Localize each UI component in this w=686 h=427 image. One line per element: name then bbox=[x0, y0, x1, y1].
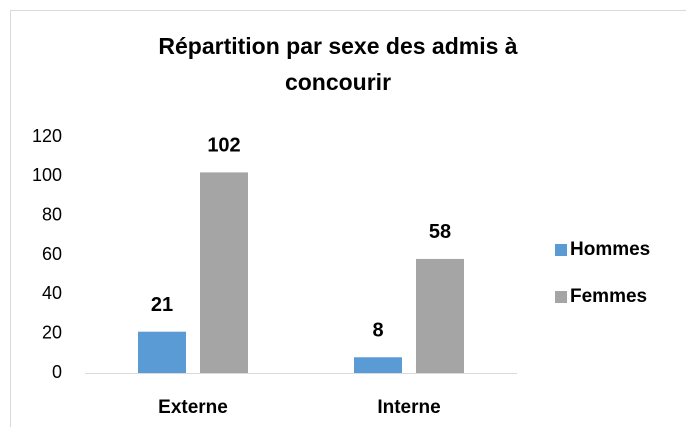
legend-label: Femmes bbox=[570, 286, 647, 307]
legend-swatch bbox=[555, 244, 567, 256]
bar bbox=[416, 258, 464, 373]
y-tick-label: 0 bbox=[52, 362, 62, 382]
y-tick-label: 40 bbox=[42, 283, 62, 303]
data-label: 21 bbox=[151, 294, 173, 316]
data-label: 102 bbox=[207, 135, 240, 157]
chart-title: Répartition par sexe des admis à concour… bbox=[158, 33, 518, 95]
chart-border bbox=[10, 10, 686, 427]
y-tick-label: 120 bbox=[32, 126, 62, 146]
bar bbox=[354, 357, 402, 373]
x-tick-label: Interne bbox=[377, 397, 440, 418]
data-label: 58 bbox=[429, 221, 451, 243]
y-tick-label: 20 bbox=[42, 322, 62, 342]
bar bbox=[200, 172, 248, 373]
legend-swatch bbox=[555, 291, 567, 303]
bar bbox=[138, 331, 186, 373]
x-tick-label: Externe bbox=[158, 397, 228, 418]
data-label: 8 bbox=[372, 320, 383, 342]
y-tick-label: 80 bbox=[42, 204, 62, 224]
y-tick-label: 60 bbox=[42, 244, 62, 264]
legend-label: Hommes bbox=[570, 239, 650, 260]
y-tick-label: 100 bbox=[32, 165, 62, 185]
